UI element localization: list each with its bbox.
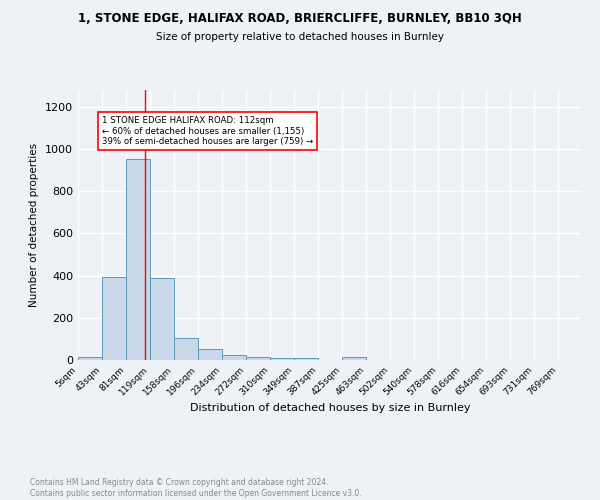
- X-axis label: Distribution of detached houses by size in Burnley: Distribution of detached houses by size …: [190, 402, 470, 412]
- Bar: [342, 357, 366, 360]
- Bar: [126, 158, 149, 360]
- Bar: [198, 350, 222, 360]
- Bar: [78, 357, 102, 360]
- Bar: [174, 338, 198, 360]
- Text: 1, STONE EDGE, HALIFAX ROAD, BRIERCLIFFE, BURNLEY, BB10 3QH: 1, STONE EDGE, HALIFAX ROAD, BRIERCLIFFE…: [78, 12, 522, 26]
- Text: 1 STONE EDGE HALIFAX ROAD: 112sqm
← 60% of detached houses are smaller (1,155)
3: 1 STONE EDGE HALIFAX ROAD: 112sqm ← 60% …: [102, 116, 313, 146]
- Bar: [246, 357, 269, 360]
- Bar: [222, 354, 246, 360]
- Bar: [102, 276, 126, 360]
- Bar: [149, 278, 174, 360]
- Text: Size of property relative to detached houses in Burnley: Size of property relative to detached ho…: [156, 32, 444, 42]
- Bar: [294, 358, 318, 360]
- Bar: [269, 358, 294, 360]
- Text: Contains HM Land Registry data © Crown copyright and database right 2024.
Contai: Contains HM Land Registry data © Crown c…: [30, 478, 362, 498]
- Y-axis label: Number of detached properties: Number of detached properties: [29, 143, 40, 307]
